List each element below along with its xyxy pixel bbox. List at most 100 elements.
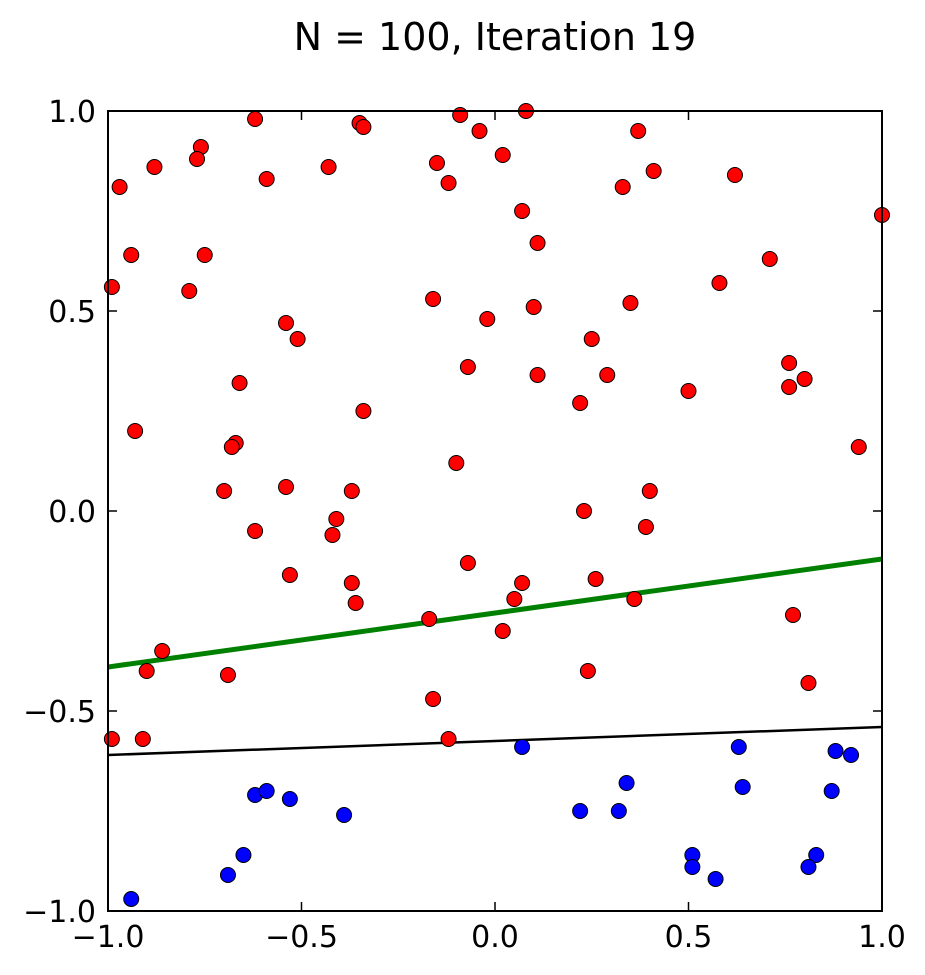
positive-point [525, 299, 542, 315]
x-tick-label: −0.5 [265, 920, 338, 955]
positive-point [761, 251, 778, 267]
positive-point [440, 731, 457, 747]
positive-point [278, 315, 295, 331]
positive-point [425, 691, 442, 707]
positive-point [247, 523, 264, 539]
positive-point [459, 359, 476, 375]
positive-point [576, 503, 593, 519]
positive-point [134, 731, 151, 747]
positive-point [343, 483, 360, 499]
positive-point [247, 111, 264, 127]
positive-point [448, 455, 465, 471]
positive-point [784, 607, 801, 623]
positive-point [154, 643, 171, 659]
negative-point [235, 847, 252, 863]
positive-point [572, 395, 589, 411]
positive-point [711, 275, 728, 291]
positive-point [471, 123, 488, 139]
positive-point [281, 567, 298, 583]
positive-point [800, 675, 817, 691]
positive-point [452, 107, 469, 123]
positive-point [320, 159, 337, 175]
positive-point [103, 279, 120, 295]
negative-point [707, 871, 724, 887]
target-line [108, 725, 882, 757]
x-tick-label: 0.0 [471, 920, 519, 955]
positive-point [328, 511, 345, 527]
y-tick-label: 0.0 [48, 495, 96, 530]
y-tick-label: 1.0 [48, 95, 96, 130]
negative-point [123, 891, 140, 907]
positive-point [289, 331, 306, 347]
chart-title: N = 100, Iteration 19 [294, 15, 697, 59]
positive-point [355, 119, 372, 135]
positive-point [514, 203, 531, 219]
positive-point [138, 663, 155, 679]
positive-point [219, 667, 236, 683]
positive-point [796, 371, 813, 387]
x-tick-label: −1.0 [72, 920, 145, 955]
positive-point [614, 179, 631, 195]
positive-point [850, 439, 867, 455]
positive-point [529, 367, 546, 383]
positive-point [583, 331, 600, 347]
positive-point [641, 483, 658, 499]
positive-point [324, 527, 341, 543]
negative-point [258, 783, 275, 799]
hypothesis-line [108, 556, 882, 670]
positive-point [494, 623, 511, 639]
positive-point [494, 147, 511, 163]
positive-point [146, 159, 163, 175]
positive-point [111, 179, 128, 195]
positive-point [216, 483, 233, 499]
positive-point [425, 291, 442, 307]
negative-point [827, 743, 844, 759]
positive-point [459, 555, 476, 571]
positive-point [506, 591, 523, 607]
negative-point [843, 747, 860, 763]
positive-point [127, 423, 144, 439]
positive-point [103, 731, 120, 747]
positive-point [343, 575, 360, 591]
positive-point [123, 247, 140, 263]
positive-point [258, 171, 275, 187]
y-tick-label: −0.5 [23, 695, 96, 730]
negative-point [808, 847, 825, 863]
y-tick-label: −1.0 [23, 895, 96, 930]
positive-point [726, 167, 743, 183]
positive-point [626, 591, 643, 607]
plot-area [108, 111, 882, 911]
positive-point [622, 295, 639, 311]
negative-point [800, 859, 817, 875]
positive-point [428, 155, 445, 171]
x-tick-label: 0.5 [665, 920, 713, 955]
positive-point [645, 163, 662, 179]
positive-point [421, 611, 438, 627]
negative-point [281, 791, 298, 807]
positive-point [587, 571, 604, 587]
negative-point [514, 739, 531, 755]
negative-point [730, 739, 747, 755]
positive-point [630, 123, 647, 139]
negative-point [610, 803, 627, 819]
positive-point [189, 151, 206, 167]
negative-point [572, 803, 589, 819]
negative-point [684, 859, 701, 875]
positive-point [637, 519, 654, 535]
positive-point [781, 355, 798, 371]
positive-point [479, 311, 496, 327]
positive-point [781, 379, 798, 395]
positive-point [579, 663, 596, 679]
positive-point [181, 283, 198, 299]
negative-point [336, 807, 353, 823]
positive-point [680, 383, 697, 399]
y-tick-label: 0.5 [48, 295, 96, 330]
positive-point [599, 367, 616, 383]
positive-point [196, 247, 213, 263]
positive-point [355, 403, 372, 419]
negative-point [823, 783, 840, 799]
positive-point [223, 439, 240, 455]
positive-point [231, 375, 248, 391]
positive-point [278, 479, 295, 495]
